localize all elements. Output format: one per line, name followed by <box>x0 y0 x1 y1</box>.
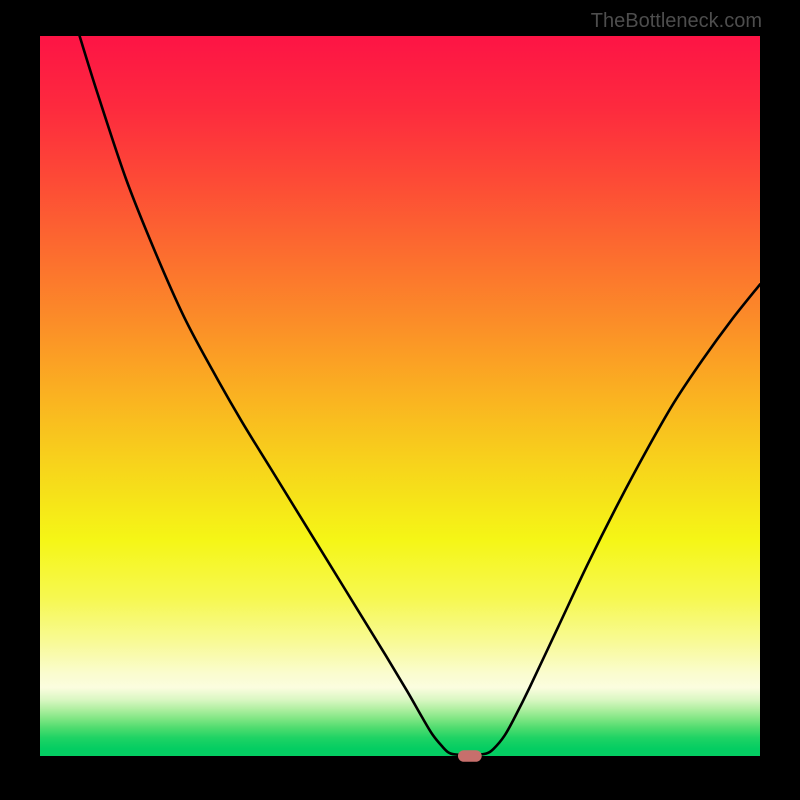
chart-container: TheBottleneck.com <box>0 0 800 800</box>
optimal-marker <box>458 750 482 762</box>
watermark-text: TheBottleneck.com <box>591 10 762 33</box>
bottleneck-chart <box>0 0 800 800</box>
plot-background <box>40 36 760 756</box>
